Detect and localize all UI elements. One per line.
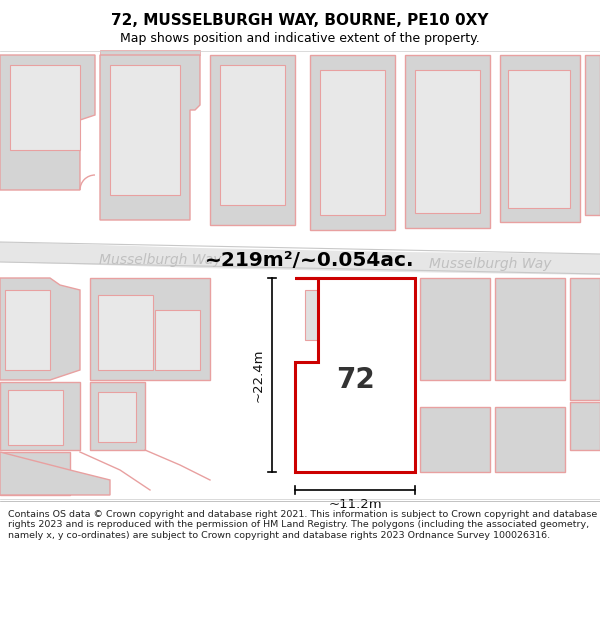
Polygon shape — [0, 382, 80, 450]
Bar — [98, 295, 153, 370]
Polygon shape — [0, 55, 95, 190]
Polygon shape — [570, 278, 600, 400]
Bar — [415, 70, 480, 213]
Polygon shape — [495, 278, 565, 380]
Polygon shape — [0, 452, 70, 495]
Polygon shape — [570, 402, 600, 450]
Text: 72: 72 — [335, 366, 374, 394]
Polygon shape — [90, 278, 210, 380]
Polygon shape — [495, 407, 565, 472]
Bar — [155, 310, 200, 370]
Bar — [8, 390, 63, 445]
Text: Map shows position and indicative extent of the property.: Map shows position and indicative extent… — [120, 32, 480, 45]
Bar — [10, 65, 80, 150]
Bar — [420, 410, 480, 455]
Text: 72, MUSSELBURGH WAY, BOURNE, PE10 0XY: 72, MUSSELBURGH WAY, BOURNE, PE10 0XY — [111, 13, 489, 28]
Text: Musselburgh Way: Musselburgh Way — [99, 253, 221, 267]
Bar — [305, 290, 405, 340]
Polygon shape — [210, 55, 295, 225]
Bar — [508, 70, 570, 208]
Bar — [425, 285, 485, 330]
Polygon shape — [100, 55, 200, 220]
Polygon shape — [405, 55, 490, 228]
Polygon shape — [0, 452, 110, 495]
Text: Contains OS data © Crown copyright and database right 2021. This information is : Contains OS data © Crown copyright and d… — [8, 510, 597, 540]
Text: ~22.4m: ~22.4m — [251, 348, 265, 402]
Bar — [110, 65, 180, 195]
Bar — [98, 392, 136, 442]
Polygon shape — [310, 55, 395, 230]
Bar — [100, 50, 200, 55]
Polygon shape — [585, 55, 600, 215]
Polygon shape — [500, 55, 580, 222]
Text: Musselburgh Way: Musselburgh Way — [429, 257, 551, 271]
Bar — [500, 415, 555, 455]
Polygon shape — [0, 242, 600, 275]
Text: ~219m²/~0.054ac.: ~219m²/~0.054ac. — [205, 251, 415, 269]
Polygon shape — [295, 278, 415, 472]
Bar — [500, 285, 555, 330]
Bar — [320, 70, 385, 215]
Polygon shape — [420, 407, 490, 472]
Polygon shape — [420, 278, 490, 380]
Polygon shape — [90, 382, 145, 450]
Bar — [220, 65, 285, 205]
Polygon shape — [0, 278, 80, 380]
Text: ~11.2m: ~11.2m — [328, 498, 382, 511]
Bar — [5, 290, 50, 370]
